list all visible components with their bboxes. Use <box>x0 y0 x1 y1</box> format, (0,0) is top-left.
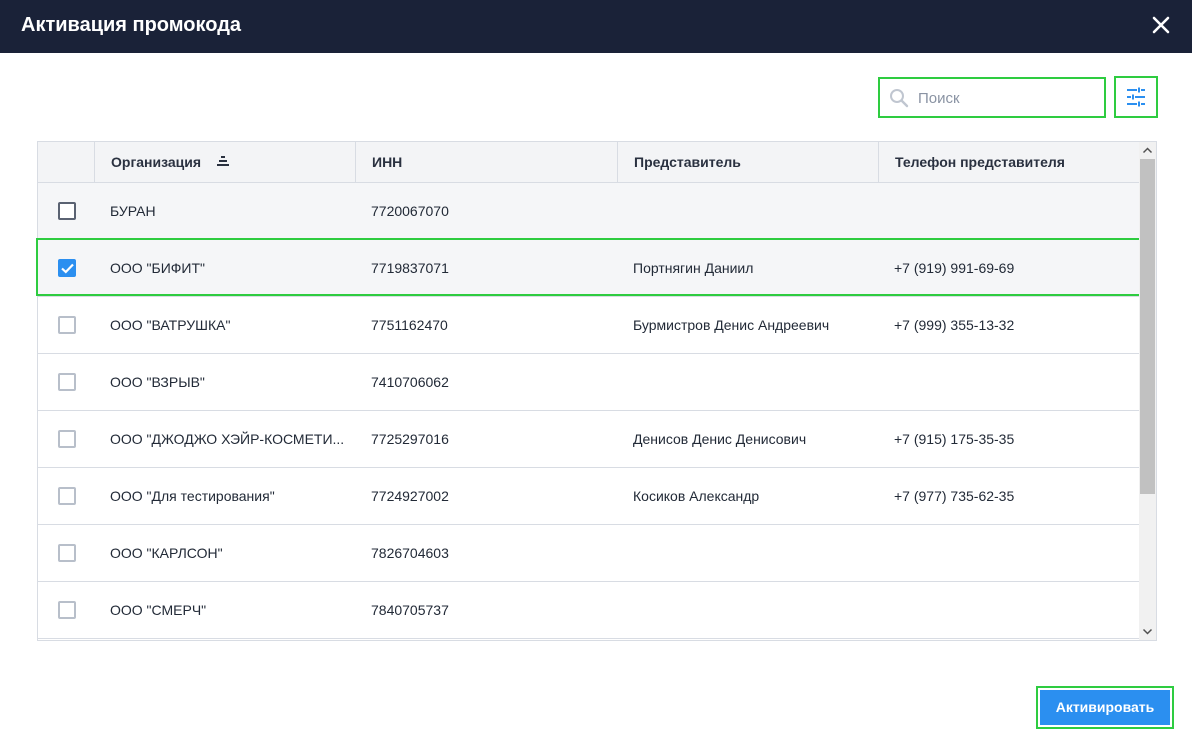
organizations-table: Организация ИНН Представитель Телефон пр… <box>37 141 1157 641</box>
row-checkbox[interactable] <box>58 316 76 334</box>
activate-button[interactable]: Активировать <box>1036 686 1174 729</box>
cell-representative <box>617 354 878 410</box>
header-inn[interactable]: ИНН <box>355 142 617 182</box>
chevron-up-icon <box>1142 147 1153 154</box>
cell-inn: 7720067070 <box>371 203 449 219</box>
cell-representative: Денисов Денис Денисович <box>633 431 807 447</box>
cell-representative: Бурмистров Денис Андреевич <box>633 317 830 333</box>
filter-settings-button[interactable] <box>1114 76 1158 118</box>
table-row[interactable]: ООО "ВЗРЫВ" 7410706062 <box>38 354 1139 411</box>
cell-inn: 7751162470 <box>371 317 448 333</box>
cell-inn: 7826704603 <box>371 545 449 561</box>
scroll-thumb[interactable] <box>1140 159 1155 494</box>
cell-representative: Портнягин Даниил <box>633 260 754 276</box>
cell-inn: 7719837071 <box>371 260 449 276</box>
cell-organization: ООО "ВЗРЫВ" <box>110 374 205 390</box>
search-box <box>878 77 1106 118</box>
header-phone[interactable]: Телефон представителя <box>878 142 1139 182</box>
cell-phone: +7 (919) 991-69-69 <box>894 260 1015 276</box>
table-row[interactable]: ООО "ДЖОДЖО ХЭЙР-КОСМЕТИ... 7725297016 Д… <box>38 411 1139 468</box>
cell-organization: БУРАН <box>110 203 156 219</box>
row-checkbox[interactable] <box>58 202 76 220</box>
dialog-title: Активация промокода <box>21 14 242 36</box>
scroll-down-button[interactable] <box>1139 623 1156 640</box>
table-row[interactable]: ООО "СМЕРЧ" 7840705737 <box>38 582 1139 639</box>
cell-representative <box>617 525 878 581</box>
table-row[interactable]: ООО "КАРЛСОН" 7826704603 <box>38 525 1139 582</box>
cell-phone: +7 (999) 355-13-32 <box>894 317 1015 333</box>
cell-representative <box>617 183 878 239</box>
cell-organization: ООО "ВАТРУШКА" <box>110 317 231 333</box>
cell-inn: 7840705737 <box>371 602 449 618</box>
header-organization-label: Организация <box>111 154 202 170</box>
filter-settings-icon <box>1127 87 1145 107</box>
row-checkbox[interactable] <box>58 373 76 391</box>
cell-phone: +7 (977) 735-62-35 <box>894 488 1015 504</box>
checkmark-icon <box>61 263 74 274</box>
row-checkbox[interactable] <box>58 601 76 619</box>
row-checkbox[interactable] <box>58 544 76 562</box>
chevron-down-icon <box>1142 628 1153 635</box>
cell-organization: ООО "СМЕРЧ" <box>110 602 207 618</box>
activate-button-label: Активировать <box>1040 690 1170 725</box>
search-input[interactable] <box>918 86 1098 110</box>
cell-representative: Косиков Александр <box>633 488 760 504</box>
table-header: Организация ИНН Представитель Телефон пр… <box>38 142 1139 183</box>
cell-organization: ООО "КАРЛСОН" <box>110 545 223 561</box>
cell-inn: 7725297016 <box>371 431 449 447</box>
cell-representative <box>617 582 878 638</box>
table-row[interactable]: ООО "ВАТРУШКА" 7751162470 Бурмистров Ден… <box>38 297 1139 354</box>
close-icon <box>1152 16 1170 34</box>
row-checkbox[interactable] <box>58 430 76 448</box>
table-row[interactable]: ООО "Для тестирования" 7724927002 Косико… <box>38 468 1139 525</box>
cell-organization: ООО "Для тестирования" <box>110 488 275 504</box>
cell-organization: ООО "ДЖОДЖО ХЭЙР-КОСМЕТИ... <box>110 431 345 447</box>
cell-organization: ООО "БИФИТ" <box>110 260 206 276</box>
sort-icon <box>216 155 229 166</box>
cell-phone: +7 (915) 175-35-35 <box>894 431 1015 447</box>
table-scrollbar[interactable] <box>1139 142 1156 640</box>
dialog-header: Активация промокода <box>0 0 1192 53</box>
header-organization[interactable]: Организация <box>94 142 355 182</box>
header-checkbox-column <box>38 142 94 182</box>
search-icon <box>890 89 909 108</box>
cell-inn: 7724927002 <box>371 488 449 504</box>
cell-phone <box>878 582 1139 638</box>
cell-inn: 7410706062 <box>371 374 449 390</box>
cell-phone <box>878 354 1139 410</box>
row-checkbox-checked[interactable] <box>58 259 76 277</box>
table-row-selected[interactable]: ООО "БИФИТ" 7719837071 Портнягин Даниил … <box>38 240 1139 297</box>
header-representative[interactable]: Представитель <box>617 142 878 182</box>
cell-phone <box>878 183 1139 239</box>
cell-phone <box>878 525 1139 581</box>
row-checkbox[interactable] <box>58 487 76 505</box>
table-row[interactable]: БУРАН 7720067070 <box>38 183 1139 240</box>
scroll-up-button[interactable] <box>1139 142 1156 159</box>
close-button[interactable] <box>1150 14 1172 36</box>
